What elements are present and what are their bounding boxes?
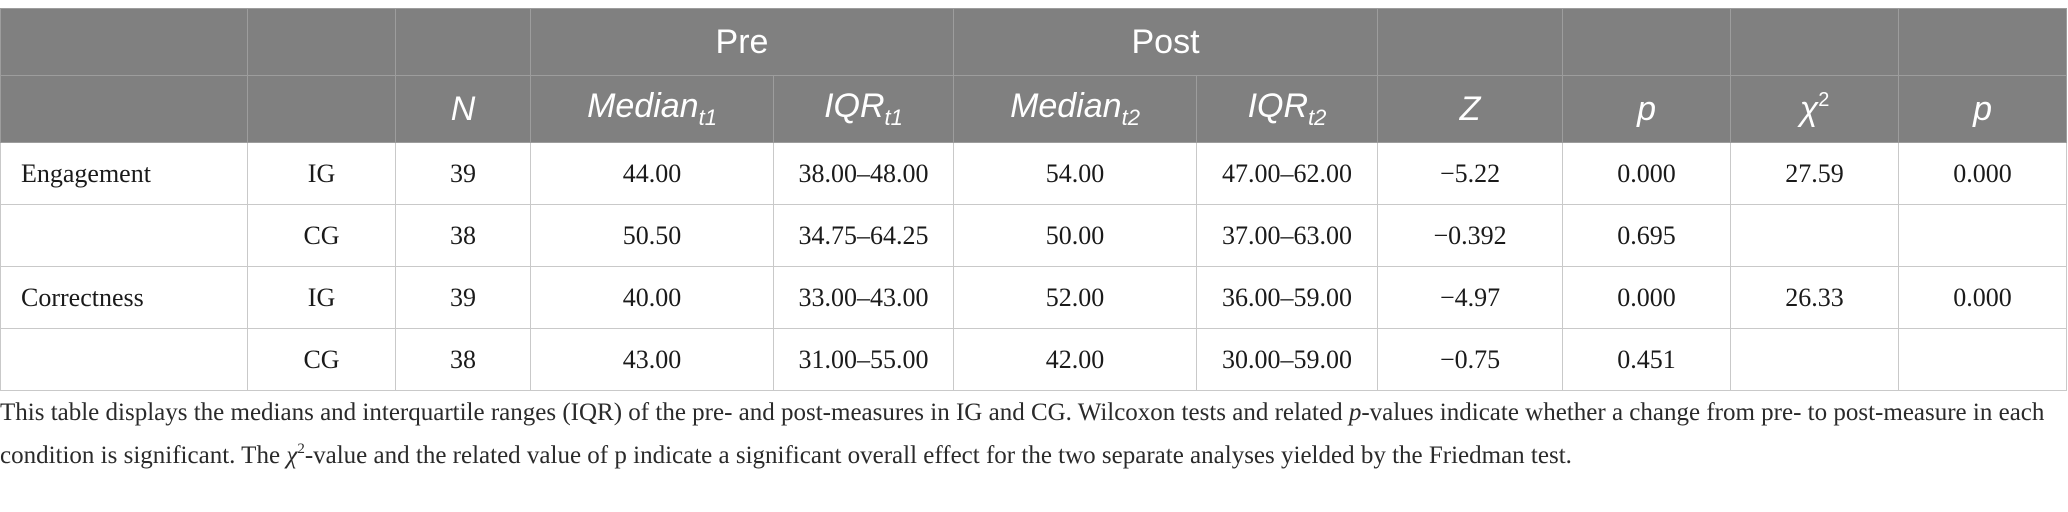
p-friedman-cell: 0.000 [1898,142,2068,205]
median-pre-header: Mediant1 [530,75,774,143]
empty-header-cell [1562,8,1732,76]
group-header-row: Pre Post [0,8,2068,76]
results-table-container: Pre Post N Mediant1 IQRt1 Mediant2 IQRt2… [0,8,2068,391]
measure-cell: Engagement [0,142,248,205]
empty-header-cell [0,8,248,76]
table-row: CG 38 50.50 34.75–64.25 50.00 37.00–63.0… [0,204,2068,267]
p-cell: 0.695 [1562,204,1732,267]
median-t2-cell: 50.00 [953,204,1198,267]
p-friedman-cell: 0.000 [1898,266,2068,329]
median-t2-cell: 54.00 [953,142,1198,205]
chi-square-cell: 27.59 [1730,142,1900,205]
median-t1-cell: 40.00 [530,266,774,329]
group-cell: CG [247,328,396,391]
pre-group-header: Pre [529,8,955,76]
p-cell: 0.451 [1562,328,1732,391]
p-friedman-cell [1898,328,2068,391]
z-cell: −4.97 [1377,266,1564,329]
group-cell: IG [247,142,396,205]
iqr-t1-cell: 33.00–43.00 [772,266,955,329]
chi-square-cell [1730,204,1900,267]
table-caption: This table displays the medians and inte… [0,394,2050,474]
group-cell: IG [247,266,396,329]
median-post-header: Mediant2 [953,75,1198,143]
caption-text-3: -value and the related value of p indica… [304,442,1572,469]
empty-header-cell [1898,8,2068,76]
chi-square-header: χ2 [1730,75,1900,143]
caption-chi-symbol: χ [286,442,298,469]
chi-square-cell: 26.33 [1730,266,1900,329]
iqr-t2-cell: 36.00–59.00 [1196,266,1379,329]
n-cell: 38 [395,328,531,391]
z-cell: −0.75 [1377,328,1564,391]
iqr-post-header: IQRt2 [1196,75,1379,143]
median-t2-cell: 52.00 [953,266,1198,329]
caption-text-2: -values indicate whether a change from p… [0,399,2045,469]
p-friedman-header: p [1898,75,2068,143]
measure-cell [0,328,248,391]
median-t2-cell: 42.00 [953,328,1198,391]
results-table: Pre Post N Mediant1 IQRt1 Mediant2 IQRt2… [0,8,2068,391]
iqr-t1-cell: 31.00–55.00 [772,328,955,391]
empty-header-cell [0,75,248,143]
empty-header-cell [247,75,396,143]
empty-header-cell [1730,8,1900,76]
n-header: N [395,75,531,143]
measure-cell [0,204,248,267]
median-t1-cell: 50.50 [530,204,774,267]
chi-square-cell [1730,328,1900,391]
p-friedman-cell [1898,204,2068,267]
iqr-t2-cell: 37.00–63.00 [1196,204,1379,267]
table-row: CG 38 43.00 31.00–55.00 42.00 30.00–59.0… [0,328,2068,391]
column-header-row: N Mediant1 IQRt1 Mediant2 IQRt2 Z p χ2 p [0,75,2068,143]
z-header: Z [1377,75,1564,143]
z-cell: −0.392 [1377,204,1564,267]
iqr-t2-cell: 47.00–62.00 [1196,142,1379,205]
median-t1-cell: 44.00 [530,142,774,205]
caption-p-symbol: p [1348,399,1362,426]
post-group-header: Post [953,8,1379,76]
iqr-pre-header: IQRt1 [772,75,955,143]
caption-chi-superscript: 2 [297,441,305,457]
empty-header-cell [247,8,396,76]
iqr-t2-cell: 30.00–59.00 [1196,328,1379,391]
group-cell: CG [247,204,396,267]
iqr-t1-cell: 34.75–64.25 [772,204,955,267]
median-t1-cell: 43.00 [530,328,774,391]
measure-cell: Correctness [0,266,248,329]
table-row: Engagement IG 39 44.00 38.00–48.00 54.00… [0,142,2068,205]
p-cell: 0.000 [1562,142,1732,205]
iqr-t1-cell: 38.00–48.00 [772,142,955,205]
empty-header-cell [395,8,531,76]
table-row: Correctness IG 39 40.00 33.00–43.00 52.0… [0,266,2068,329]
n-cell: 39 [395,142,531,205]
z-cell: −5.22 [1377,142,1564,205]
empty-header-cell [1377,8,1564,76]
n-cell: 38 [395,204,531,267]
n-cell: 39 [395,266,531,329]
p-cell: 0.000 [1562,266,1732,329]
caption-text-1: This table displays the medians and inte… [0,399,1349,426]
p-wilcoxon-header: p [1562,75,1732,143]
